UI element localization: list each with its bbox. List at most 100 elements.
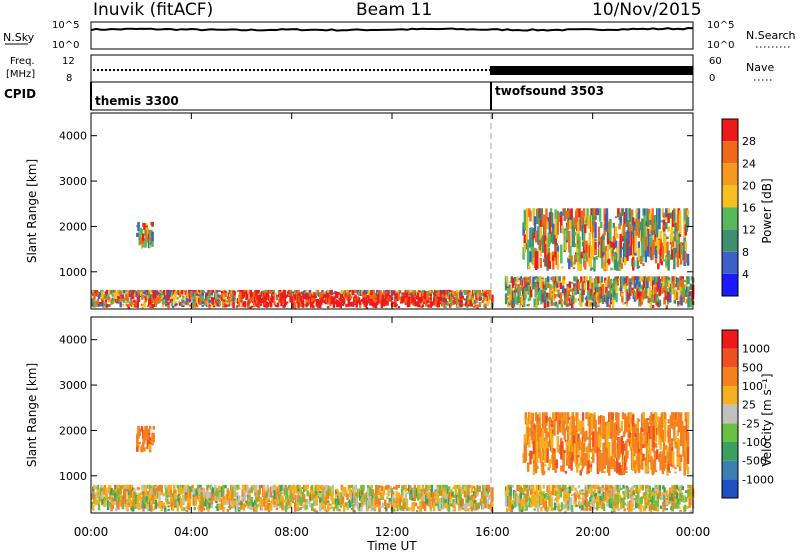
heatmap-cell (662, 225, 666, 228)
heatmap-cell (685, 490, 688, 494)
heatmap-cell (108, 304, 111, 307)
heatmap-cell (108, 289, 111, 293)
heatmap-cell (558, 484, 561, 490)
heatmap-cell (625, 208, 628, 223)
heatmap-cell (658, 489, 662, 497)
heatmap-cell (582, 288, 585, 296)
heatmap-cell (594, 492, 598, 500)
heatmap-cell (247, 289, 250, 294)
heatmap-cell (381, 502, 385, 508)
heatmap-cell (663, 300, 666, 305)
heatmap-cell (198, 294, 201, 297)
heatmap-cell (189, 490, 192, 499)
heatmap-cell (371, 489, 374, 496)
heatmap-cell (614, 276, 617, 281)
heatmap-cell (105, 305, 109, 308)
heatmap-cell (366, 500, 370, 508)
heatmap-cell (685, 290, 688, 297)
heatmap-cell (293, 306, 297, 309)
heatmap-cell (163, 484, 167, 489)
heatmap-cell (593, 295, 597, 303)
heatmap-cell (342, 295, 346, 303)
heatmap-cell (192, 501, 195, 505)
heatmap-cell (669, 487, 672, 498)
heatmap-cell (549, 252, 553, 262)
heatmap-cell (593, 218, 596, 225)
heatmap-cell (574, 497, 577, 508)
heatmap-cell (584, 494, 588, 500)
heatmap-cell (546, 220, 549, 230)
heatmap-cell (297, 499, 300, 503)
heatmap-cell (539, 226, 542, 241)
heatmap-cell (574, 286, 577, 295)
heatmap-cell (246, 486, 249, 494)
heatmap-cell (217, 485, 220, 492)
heatmap-cell (336, 500, 339, 510)
heatmap-cell (642, 285, 646, 290)
heatmap-cell (599, 495, 602, 501)
heatmap-cell (478, 302, 482, 308)
heatmap-cell (574, 297, 577, 303)
heatmap-cell (92, 488, 95, 497)
heatmap-cell (401, 292, 404, 300)
heatmap-cell (271, 485, 274, 493)
heatmap-cell (136, 300, 140, 306)
heatmap-cell (630, 216, 634, 235)
heatmap-cell (664, 235, 667, 254)
heatmap-cell (614, 216, 618, 219)
heatmap-cell (103, 497, 106, 507)
heatmap-cell (521, 506, 525, 510)
heatmap-cell (191, 484, 194, 489)
heatmap-cell (538, 412, 541, 421)
heatmap-cell (637, 492, 640, 499)
heatmap-cell (140, 492, 143, 495)
heatmap-cell (466, 304, 469, 308)
heatmap-cell (539, 436, 542, 450)
heatmap-cell (677, 232, 681, 249)
heatmap-cell (484, 494, 487, 500)
heatmap-cell (587, 215, 590, 229)
heatmap-cell (612, 241, 616, 246)
heatmap-cell (258, 294, 262, 302)
heatmap-cell (527, 495, 531, 498)
heatmap-cell (171, 305, 175, 308)
heatmap-cell (152, 432, 155, 443)
freq-label-2: [MHz] (6, 69, 35, 80)
heatmap-cell (202, 488, 206, 499)
heatmap-cell (167, 508, 170, 511)
heatmap-cell (592, 499, 596, 510)
heatmap-cell (144, 298, 147, 303)
heatmap-cell (364, 298, 368, 301)
nsky-tick-bottom: 10^0 (52, 40, 79, 51)
power-cbar-tick: 4 (742, 268, 749, 281)
heatmap-cell (259, 303, 263, 306)
heatmap-cell (349, 301, 353, 307)
heatmap-cell (251, 501, 255, 508)
power-heatmap (91, 208, 695, 310)
heatmap-cell (507, 486, 510, 496)
heatmap-cell (202, 507, 206, 511)
heatmap-cell (127, 488, 130, 499)
heatmap-cell (374, 304, 378, 309)
heatmap-cell (555, 485, 558, 490)
heatmap-cell (528, 439, 531, 448)
heatmap-cell (632, 289, 635, 292)
heatmap-cell (238, 507, 241, 510)
heatmap-cell (341, 304, 345, 307)
heatmap-cell (454, 296, 458, 302)
heatmap-cell (152, 508, 155, 511)
heatmap-cell (508, 289, 511, 294)
heatmap-cell (597, 484, 600, 494)
heatmap-cell (556, 246, 560, 252)
heatmap-cell (643, 208, 646, 218)
heatmap-cell (211, 289, 215, 293)
heatmap-cell (257, 504, 260, 507)
heatmap-cell (144, 238, 147, 248)
heatmap-cell (550, 212, 554, 228)
heatmap-cell (297, 490, 300, 496)
heatmap-cell (338, 508, 341, 512)
heatmap-cell (233, 490, 236, 498)
heatmap-cell (248, 487, 251, 492)
heatmap-cell (147, 432, 151, 441)
heatmap-cell (117, 502, 120, 510)
